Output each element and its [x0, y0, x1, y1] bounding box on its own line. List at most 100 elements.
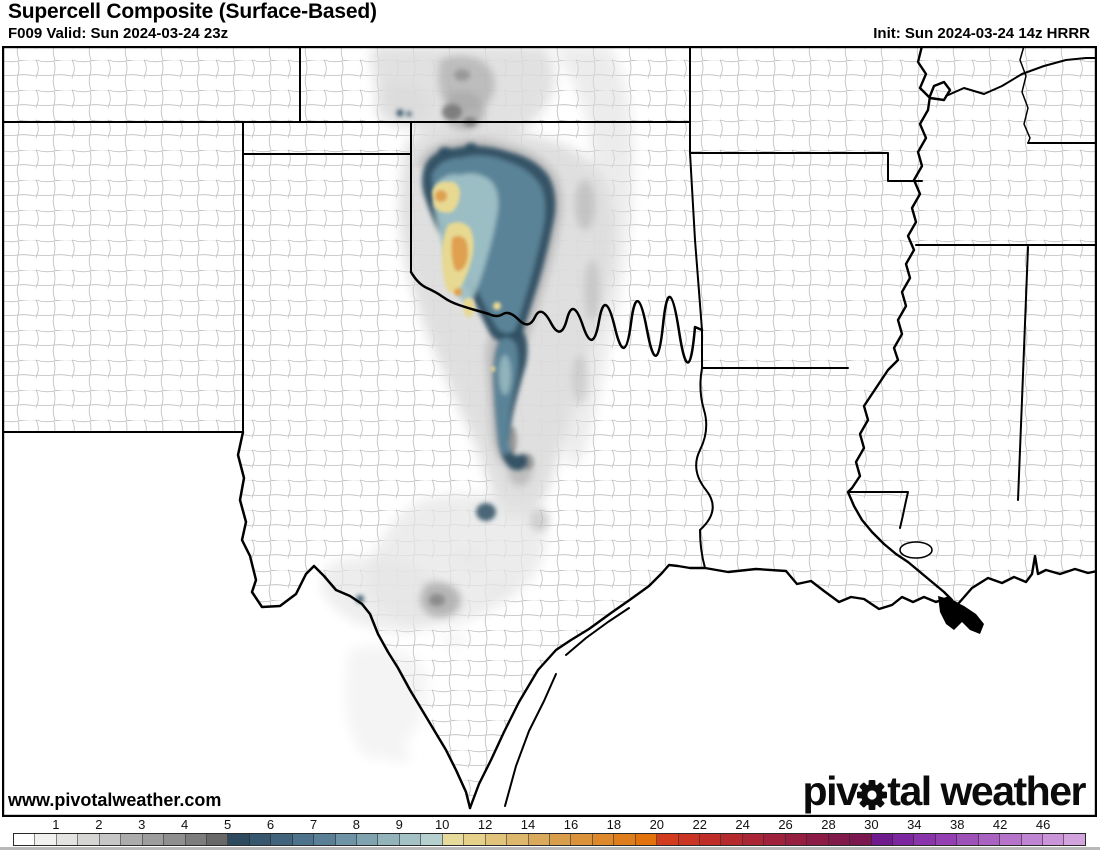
colorbar-label: 18 [606, 817, 622, 832]
colorbar-label: 24 [735, 817, 750, 832]
colorbar-segment [14, 834, 36, 845]
colorbar-segment [271, 834, 293, 845]
colorbar-segment [485, 834, 508, 845]
colorbar-segment [228, 834, 250, 845]
colorbar-label: 46 [1035, 817, 1051, 832]
colorbar-segment [249, 834, 272, 845]
colorbar-label: 7 [309, 817, 318, 832]
lake-pontchartrain [899, 541, 933, 559]
colorbar-segment [292, 834, 315, 845]
colorbar-label: 14 [520, 817, 536, 832]
colorbar-segment [1000, 834, 1022, 845]
colorbar-segment [850, 834, 872, 845]
colorbar-segment [678, 834, 700, 845]
colorbar-label: 16 [563, 817, 579, 832]
colorbar-label: 38 [950, 817, 965, 832]
model-init-time: Init: Sun 2024-03-24 14z HRRR [873, 25, 1090, 42]
colorbar-segment [957, 834, 979, 845]
colorbar-segment [335, 834, 357, 845]
colorbar-segment [635, 834, 658, 845]
colorbar-segment [56, 834, 79, 845]
colorbar-segment [1021, 834, 1043, 845]
colorbar-label: 4 [181, 817, 189, 832]
supercell-composite-field [321, 46, 634, 764]
state-borders [2, 46, 1097, 810]
colorbar-segment [1043, 834, 1065, 845]
colorbar-segment [914, 834, 936, 845]
colorbar-label: 26 [778, 817, 793, 832]
border-LA-MS-pearl [847, 491, 909, 529]
colorbar-segment [614, 834, 636, 845]
border-MS-AL [1017, 246, 1029, 501]
colorbar-label: 8 [352, 817, 360, 832]
colorbar-labels: 1 2 3 4 5 6 7 8 9 10 12 14 16 18 20 22 24 26 28 30 34 38 42 46 [13, 817, 1086, 832]
colorbar-segment [807, 834, 829, 845]
matagorda-island [565, 607, 630, 656]
colorbar-segment [764, 834, 786, 845]
colorbar-label: 28 [821, 817, 836, 832]
colorbar-segment [528, 834, 550, 845]
colorbar-segment [442, 834, 465, 845]
colorbar-segment [828, 834, 851, 845]
colorbar-segment [700, 834, 722, 845]
map-frame [2, 46, 1097, 817]
colorbar-segment [549, 834, 572, 845]
colorbar-segment [78, 834, 100, 845]
mississippi-river [846, 46, 954, 602]
logo-text-left: piv [802, 768, 859, 814]
colorbar-label: 12 [477, 817, 493, 832]
mississippi-delta [938, 596, 984, 634]
colorbar-segment [35, 834, 57, 845]
red-river-TX-OK [409, 270, 704, 364]
forecast-valid-time: F009 Valid: Sun 2024-03-24 23z [8, 25, 229, 42]
border-AR-MO-bootheel [689, 152, 923, 182]
colorbar-label: 1 [52, 817, 60, 832]
colorbar-segment [785, 834, 808, 845]
colorbar-label: 30 [864, 817, 879, 832]
colorbar-segment [314, 834, 336, 845]
colorbar-segment [978, 834, 1001, 845]
colorbar-segment [421, 834, 443, 845]
colorbar-label: 10 [434, 817, 450, 832]
bottom-strip [0, 847, 1100, 850]
colorbar-segment [892, 834, 915, 845]
colorbar-segment [742, 834, 765, 845]
colorbar-segment [99, 834, 122, 845]
colorbar-segment [871, 834, 893, 845]
gulf-of-mexico [470, 556, 1097, 817]
colorbar-segment [935, 834, 958, 845]
map-canvas [2, 46, 1097, 817]
colorbar-segment [571, 834, 593, 845]
colorbar-segment [507, 834, 529, 845]
colorbar-segment [657, 834, 679, 845]
colorbar-segment [378, 834, 400, 845]
colorbar-label: 3 [138, 817, 146, 832]
colorbar-segment [592, 834, 615, 845]
header: Supercell Composite (Surface-Based) F009… [0, 0, 1100, 46]
colorbar-segment [464, 834, 486, 845]
rio-grande [236, 430, 472, 810]
gulf-coastline [468, 554, 1097, 810]
pivotal-weather-logo: piv tal we [802, 768, 1087, 815]
border-TX-LA-sabine [695, 367, 714, 569]
colorbar-segment [721, 834, 743, 845]
colorbar-label: 9 [395, 817, 403, 832]
colorbar-segment [1064, 834, 1085, 845]
colorbar-segment [357, 834, 379, 845]
colorbar-label: 20 [649, 817, 665, 832]
colorbar-label: 42 [992, 817, 1008, 832]
forecast-map[interactable]: www.pivotalweather.com piv [2, 46, 1097, 817]
colorbar-segment [206, 834, 229, 845]
ohio-river [945, 57, 1097, 97]
colorbar-label: 2 [95, 817, 103, 832]
colorbar: 1 2 3 4 5 6 7 8 9 10 12 14 16 18 20 22 24 26 28 30 34 38 42 46 [0, 817, 1100, 850]
colorbar-segment [164, 834, 186, 845]
tennessee-river [1019, 46, 1031, 144]
border-OK-AR [689, 152, 703, 331]
padre-island [504, 673, 557, 807]
colorbar-label: 5 [223, 817, 232, 832]
logo-text-right: tal weather [887, 768, 1086, 814]
colorbar-segment [399, 834, 422, 845]
colorbar-segments [13, 833, 1086, 846]
